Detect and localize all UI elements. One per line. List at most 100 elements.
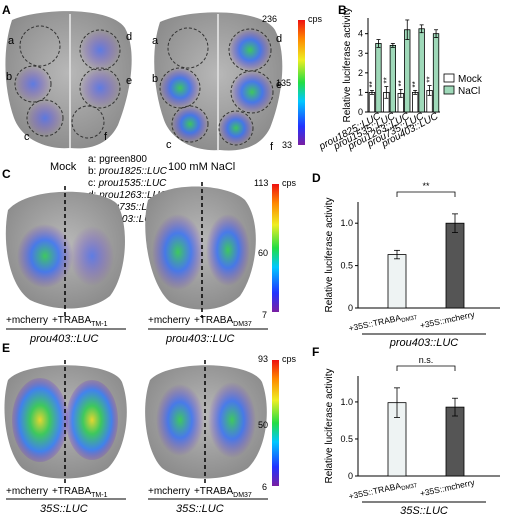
panel-c-labels: +mcherry +TRABATM-1 +mcherry +TRABADM37 pr… (6, 315, 268, 345)
panel-letter-a: A (2, 3, 11, 17)
bar (445, 222, 465, 309)
y-tick-label: 1.0 (340, 218, 353, 228)
leaf-e-right (145, 360, 267, 484)
legend-key-c: c: prou1535::LUC (88, 178, 167, 189)
bar-nacl (418, 28, 425, 113)
panel-letter-f: F (312, 345, 319, 359)
panel-e-labels: +mcherry +TRABATM-1 +mcherry +TRABADM37 35… (6, 486, 268, 515)
legend-key-a: a: pgreen800 (88, 154, 147, 165)
legend-label-nacl: NaCl (458, 86, 480, 97)
legend-label-mock: Mock (458, 74, 483, 85)
leaf-label-b: b (152, 73, 158, 85)
leaf-label-f: f (104, 131, 108, 143)
legend-swatch-mock (443, 73, 455, 83)
bar-nacl (432, 33, 440, 113)
y-tick-label: 1 (358, 87, 363, 97)
y-tick-label: 0 (358, 107, 363, 117)
significance-label: ** (422, 181, 430, 191)
colorbar-c-mid: 60 (258, 248, 268, 258)
significance-mark: ** (382, 77, 391, 83)
leaf-nacl: a d b e c f (152, 12, 283, 153)
category-label: +35S::TRABADM37 (348, 309, 419, 335)
colorbar-c: 113 cps 60 7 (254, 178, 297, 320)
colorbar-e-max: 93 (258, 354, 268, 364)
colorbar-c-min: 7 (262, 310, 267, 320)
category-label: +35S::mcherry (419, 477, 476, 498)
significance-bracket (396, 365, 456, 371)
colorbar-a-min: 33 (282, 140, 292, 150)
colorbar-a-mid: 135 (276, 78, 291, 88)
legend-swatch-nacl (443, 85, 455, 95)
leaf-label-d: d (276, 33, 282, 45)
colorbar-a-max: 236 (262, 14, 277, 24)
panel-d-chart: D 0 0.5 1.0 Relative luciferase activity +35… (312, 171, 500, 349)
leaf-label-c: c (24, 131, 30, 143)
bar-nacl (404, 29, 411, 113)
bar (387, 254, 407, 309)
colorbar-c-max: 113 (254, 178, 268, 188)
reporter-c-right: prou403::LUC (165, 333, 235, 345)
leaf-label-f: f (270, 141, 274, 153)
label-e-left: +mcherry +TRABATM-1 (6, 486, 108, 499)
x-axis-label: prou403::LUC (389, 337, 459, 349)
leaf-label-a: a (8, 35, 15, 47)
y-tick-label: 0 (348, 471, 353, 481)
y-axis-label: Relative luciferase activity (342, 7, 353, 122)
colorbar-e-mid: 50 (258, 420, 268, 430)
panel-letter-b: B (338, 3, 347, 17)
bar-nacl (375, 43, 382, 113)
colorbar-a: 236 cps 135 33 (262, 14, 323, 150)
colorbar-e: 93 cps 50 6 (258, 354, 297, 492)
significance-label: n.s. (419, 355, 434, 365)
significance-mark: ** (368, 81, 377, 87)
caption-mock: Mock (50, 161, 77, 173)
colorbar-c-unit: cps (282, 178, 297, 188)
y-tick-label: 0 (348, 303, 353, 313)
leaf-c-right (145, 182, 256, 318)
legend-key-b: b: prou1825::LUC (88, 166, 168, 177)
label-c-right: +mcherry +TRABADM37 (148, 315, 252, 328)
y-tick-label: 4 (358, 29, 363, 39)
label-c-left: +mcherry +TRABATM-1 (6, 315, 108, 328)
y-tick-label: 2 (358, 68, 363, 78)
panel-c: C +mcherry +TRABATM-1 +mcherry +TRABADM37 … (2, 167, 297, 345)
colorbar-e-min: 6 (262, 482, 267, 492)
significance-mark: ** (411, 81, 420, 87)
category-label: +35S::TRABADM37 (348, 477, 419, 503)
bar-mock (368, 92, 376, 113)
significance-mark: ** (397, 80, 406, 86)
x-axis-label: 35S::LUC (400, 505, 448, 516)
y-axis-label: Relative luciferase activity (324, 197, 335, 312)
colorbar-e-unit: cps (282, 354, 297, 364)
leaf-c-left (5, 186, 125, 318)
leaf-label-d: d (126, 31, 132, 43)
leaf-e-left (4, 360, 127, 484)
panel-letter-c: C (2, 167, 11, 181)
y-tick-label: 1.0 (340, 397, 353, 407)
leaf-label-c: c (166, 139, 172, 151)
y-axis-label: Relative luciferase activity (324, 368, 335, 483)
y-tick-label: 3 (358, 48, 363, 58)
reporter-e-right: 35S::LUC (176, 503, 224, 515)
category-label: +35S::mcherry (419, 309, 476, 330)
y-tick-label: 0.5 (340, 261, 353, 271)
panel-a: A a d b e c f (2, 3, 323, 225)
caption-nacl: 100 mM NaCl (168, 161, 235, 173)
bar-mock (411, 92, 419, 113)
significance-bracket (396, 191, 456, 197)
colorbar-a-unit: cps (308, 14, 323, 24)
significance-mark: ** (426, 76, 435, 82)
bar (445, 406, 465, 477)
panel-letter-e: E (2, 341, 10, 355)
leaf-label-e: e (126, 75, 132, 87)
panel-letter-d: D (312, 171, 321, 185)
panel-f-chart: F 0 0.5 1.0 Relative luciferase activity +35… (312, 345, 500, 516)
leaf-label-e: e (276, 79, 282, 91)
bar-nacl (389, 45, 397, 113)
leaf-label-b: b (6, 71, 12, 83)
panel-e: E +mcherry +TRABATM-1 +mcherry +TRABADM37 … (2, 341, 297, 515)
reporter-e-left: 35S::LUC (40, 503, 88, 515)
reporter-c-left: prou403::LUC (29, 333, 99, 345)
